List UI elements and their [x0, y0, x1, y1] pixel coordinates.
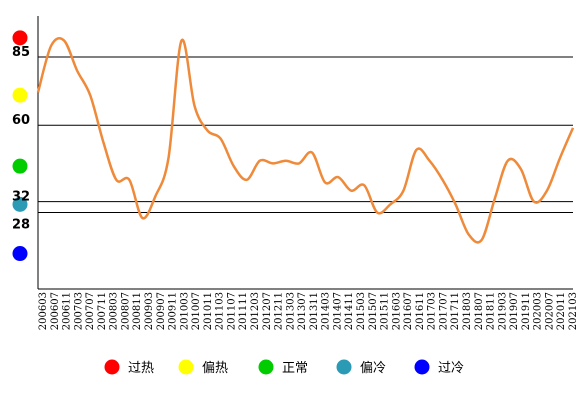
x-tick-label: 200903 — [144, 292, 155, 330]
x-tick-label: 202003 — [533, 292, 544, 330]
x-tick-label: 200611 — [62, 292, 73, 330]
x-tick-label: 202011 — [556, 292, 567, 330]
legend-dot-0 — [104, 359, 120, 375]
x-tick-label: 200907 — [156, 292, 167, 330]
y-tick-label-28: 28 — [12, 218, 30, 233]
level-markers — [12, 30, 28, 262]
x-tick-label: 200803 — [109, 292, 120, 330]
x-tick-label: 201407 — [332, 292, 343, 330]
x-tick-label: 200911 — [168, 292, 179, 330]
threshold-lines — [38, 56, 573, 214]
x-tick-label: 201811 — [486, 292, 497, 330]
x-tick-label: 201007 — [191, 292, 202, 330]
x-tick-label: 201411 — [344, 292, 355, 330]
x-tick-label: 201311 — [309, 292, 320, 330]
x-tick-label: 201111 — [238, 292, 249, 330]
x-tick-label: 201803 — [462, 292, 473, 330]
legend-dot-4 — [414, 359, 430, 375]
x-tick-label: 201903 — [497, 292, 508, 330]
x-tick-label: 201303 — [285, 292, 296, 330]
x-tick-label: 202007 — [544, 292, 555, 330]
legend-label-4: 过冷 — [438, 361, 464, 376]
x-tick-label: 200807 — [120, 292, 131, 330]
level-marker-dot-4 — [12, 246, 28, 262]
x-tick-label: 201011 — [203, 292, 214, 330]
legend-label-1: 偏热 — [202, 361, 228, 376]
x-tick-label: 201703 — [427, 292, 438, 330]
legend: 过热 偏热 正常 偏冷 过冷 — [104, 359, 464, 376]
x-tick-label: 201511 — [380, 292, 391, 330]
level-marker-dot-0 — [12, 30, 28, 46]
x-tick-label: 201707 — [438, 292, 449, 330]
x-tick-label: 200607 — [50, 292, 61, 330]
x-tick-label: 201507 — [368, 292, 379, 330]
level-marker-dot-2 — [12, 158, 28, 174]
legend-dot-2 — [258, 359, 274, 375]
x-tick-label: 201103 — [215, 292, 226, 330]
x-tick-label: 201403 — [321, 292, 332, 330]
x-tick-label: 200811 — [132, 292, 143, 330]
x-tick-label: 201907 — [509, 292, 520, 330]
x-tick-label: 201503 — [356, 292, 367, 330]
level-marker-dot-1 — [12, 87, 28, 103]
x-tick-label: 201711 — [450, 292, 461, 330]
x-tick-label: 201207 — [262, 292, 273, 330]
x-tick-label: 200703 — [73, 292, 84, 330]
legend-label-0: 过热 — [128, 361, 154, 376]
legend-dot-1 — [178, 359, 194, 375]
x-tick-label: 201211 — [274, 292, 285, 330]
x-tick-label: 202103 — [568, 292, 579, 330]
x-tick-label: 200711 — [97, 292, 108, 330]
x-tick-label: 200707 — [85, 292, 96, 330]
y-tick-label-32: 32 — [12, 190, 30, 205]
y-tick-labels: 85 60 32 28 — [12, 45, 30, 233]
legend-label-3: 偏冷 — [360, 361, 386, 376]
x-tick-label: 201611 — [415, 292, 426, 330]
legend-dot-3 — [336, 359, 352, 375]
y-tick-label-60: 60 — [12, 113, 30, 128]
plot-frame — [37, 16, 573, 290]
series-line-0 — [36, 37, 575, 244]
x-tick-label: 201203 — [250, 292, 261, 330]
x-tick-label: 201107 — [226, 292, 237, 330]
x-tick-label: 201307 — [297, 292, 308, 330]
x-tick-label: 201003 — [179, 292, 190, 330]
x-tick-label: 201603 — [391, 292, 402, 330]
x-tick-label: 201607 — [403, 292, 414, 330]
series-layer — [36, 37, 575, 244]
level-marker-dot-3 — [12, 196, 28, 212]
y-tick-label-85: 85 — [12, 45, 30, 60]
legend-label-2: 正常 — [282, 361, 308, 376]
x-tick-label: 201911 — [521, 292, 532, 330]
x-tick-labels: 200603 200607 200611 200703 200707 200711 2008… — [38, 292, 579, 330]
x-tick-label: 200603 — [38, 292, 49, 330]
x-tick-label: 201807 — [474, 292, 485, 330]
